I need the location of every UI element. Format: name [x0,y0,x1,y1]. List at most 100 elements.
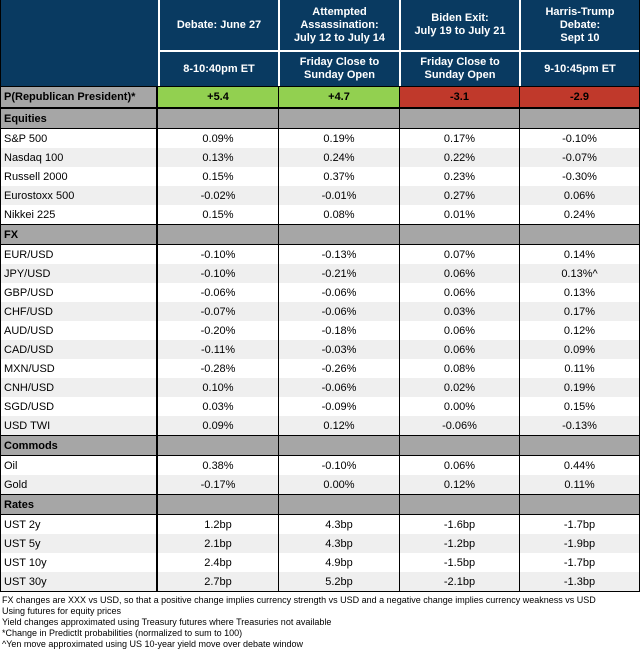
footnote-line: FX changes are XXX vs USD, so that a pos… [2,595,596,605]
value-cell: -0.02% [200,189,236,202]
probability-row: P(Republican President)* +5.4 +4.7 -3.1 … [1,86,639,108]
value-cell: 0.13%^ [519,264,639,283]
data-row: UST 5y 2.1bp 4.3bp -1.2bp -1.9bp [1,534,639,553]
value-cell: 0.11% [519,475,639,494]
section-empty-cell [399,225,519,244]
value-cell: 4.9bp [278,553,399,572]
value-cell: -0.13% [519,416,639,435]
data-row: SGD/USD 0.03% -0.09% 0.00% 0.15% [1,397,639,416]
row-label: UST 5y [1,534,158,553]
row-label: CHF/USD [1,302,158,321]
event-column-biden-exit: Biden Exit: July 19 to July 21 Friday Cl… [399,0,519,86]
value-cell: -0.06% [399,416,519,435]
table-body: Equities S&P 500 0.09% 0.19% 0.17% -0.10% Nasd… [1,108,639,591]
row-label: Nasdaq 100 [1,148,158,167]
value-cell: 0.10% [202,381,234,394]
header-corner-cell [1,0,158,86]
section-empty-cell [399,436,519,455]
value-cell: -0.20% [200,324,236,337]
value-cell: 0.06% [399,264,519,283]
data-row: EUR/USD -0.10% -0.13% 0.07% 0.14% [1,245,639,264]
section-empty-cell [278,495,399,514]
section-empty-cell [519,109,639,128]
row-label: UST 30y [1,572,158,591]
section-label: Rates [1,495,158,514]
footnote-line: *Change in PredictIt probabilities (norm… [2,628,243,638]
value-cell: 0.08% [278,205,399,224]
event-title: Harris-Trump Debate: Sept 10 [521,0,639,52]
event-title: Debate: June 27 [160,0,278,52]
value-cell: 0.03% [399,302,519,321]
value-cell: -0.17% [200,478,236,491]
event-title: Attempted Assassination: July 12 to July… [280,0,399,52]
data-row: UST 10y 2.4bp 4.9bp -1.5bp -1.7bp [1,553,639,572]
section-empty-cell [158,495,278,514]
probability-cell: -3.1 [399,87,519,107]
value-cell: -0.28% [200,362,236,375]
value-cell: -1.7bp [519,553,639,572]
row-label: MXN/USD [1,359,158,378]
section-label: Commods [1,436,158,455]
value-cell: 0.37% [278,167,399,186]
value-cell: -0.09% [278,397,399,416]
value-cell: -0.30% [519,167,639,186]
row-label: UST 10y [1,553,158,572]
value-cell: 0.09% [202,132,234,145]
value-cell: 0.13% [519,283,639,302]
row-label: Russell 2000 [1,167,158,186]
value-cell: 0.38% [202,459,234,472]
value-cell: -0.21% [278,264,399,283]
data-row: Oil 0.38% -0.10% 0.06% 0.44% [1,456,639,475]
data-row: S&P 500 0.09% 0.19% 0.17% -0.10% [1,129,639,148]
value-cell: 0.02% [399,378,519,397]
value-cell: 4.3bp [278,515,399,534]
value-cell: 4.3bp [278,534,399,553]
data-row: UST 30y 2.7bp 5.2bp -2.1bp -1.3bp [1,572,639,591]
event-column-debate-june-27: Debate: June 27 8-10:40pm ET [158,0,278,86]
row-label: SGD/USD [1,397,158,416]
value-cell: 0.15% [519,397,639,416]
probability-cell: -2.9 [519,87,639,107]
value-cell: 0.14% [519,245,639,264]
value-cell: 2.4bp [204,556,232,569]
data-row: GBP/USD -0.06% -0.06% 0.06% 0.13% [1,283,639,302]
value-cell: 0.07% [399,245,519,264]
section-empty-cell [278,436,399,455]
footnote-line: Using futures for equity prices [2,606,122,616]
section-empty-cell [278,225,399,244]
value-cell: 0.23% [399,167,519,186]
data-row: Russell 2000 0.15% 0.37% 0.23% -0.30% [1,167,639,186]
event-title: Biden Exit: July 19 to July 21 [401,0,519,52]
section-header-row: FX [1,224,639,245]
value-cell: 0.06% [399,321,519,340]
value-cell: -1.5bp [399,553,519,572]
row-label: Gold [1,475,158,494]
row-label: CNH/USD [1,378,158,397]
value-cell: -1.6bp [399,515,519,534]
data-row: JPY/USD -0.10% -0.21% 0.06% 0.13%^ [1,264,639,283]
data-row: AUD/USD -0.20% -0.18% 0.06% 0.12% [1,321,639,340]
section-header-row: Equities [1,108,639,129]
value-cell: 0.12% [278,416,399,435]
value-cell: 0.09% [202,419,234,432]
value-cell: 0.27% [399,186,519,205]
data-row: Eurostoxx 500 -0.02% -0.01% 0.27% 0.06% [1,186,639,205]
value-cell: -1.7bp [519,515,639,534]
event-window: 8-10:40pm ET [183,62,255,75]
data-row: USD TWI 0.09% 0.12% -0.06% -0.13% [1,416,639,435]
value-cell: 0.24% [278,148,399,167]
data-row: CHF/USD -0.07% -0.06% 0.03% 0.17% [1,302,639,321]
value-cell: -0.10% [200,248,236,261]
value-cell: 0.11% [519,359,639,378]
value-cell: -0.11% [200,343,236,356]
event-market-moves-table: Debate: June 27 8-10:40pm ET Attempted A… [0,0,640,592]
value-cell: 0.17% [519,302,639,321]
probability-cell: +4.7 [278,87,399,107]
value-cell: 2.1bp [204,537,232,550]
section-header-row: Rates [1,494,639,515]
value-cell: -0.13% [278,245,399,264]
row-label: CAD/USD [1,340,158,359]
value-cell: -1.3bp [519,572,639,591]
event-column-harris-trump-debate: Harris-Trump Debate: Sept 10 9-10:45pm E… [519,0,639,86]
value-cell: -0.03% [278,340,399,359]
